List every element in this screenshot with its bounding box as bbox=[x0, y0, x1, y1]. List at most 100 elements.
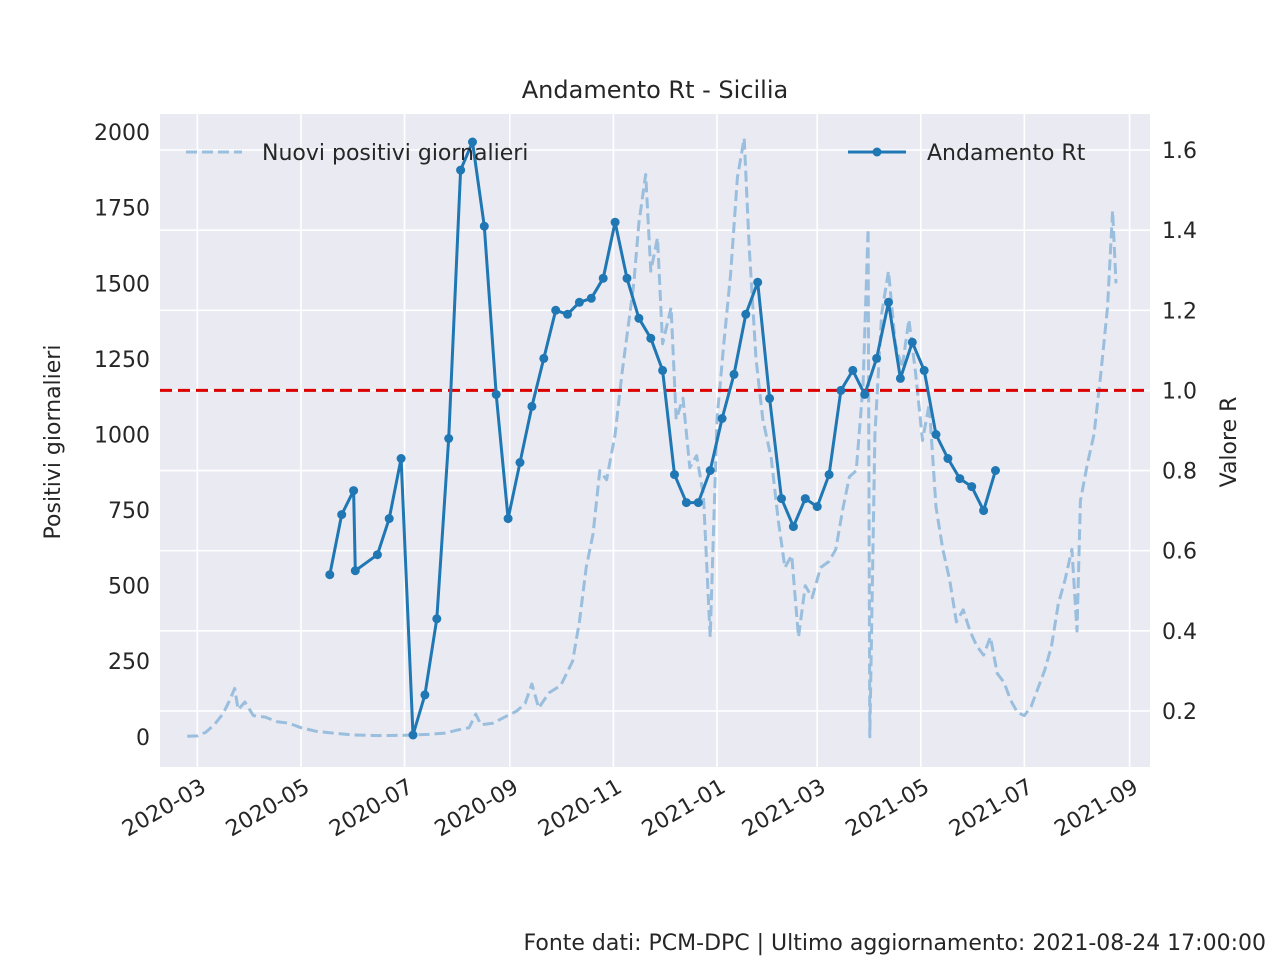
left-tick-label: 0 bbox=[136, 726, 150, 751]
x-tick-label: 2020-05 bbox=[222, 775, 314, 843]
rt-point bbox=[872, 353, 882, 363]
rt-point bbox=[444, 434, 454, 443]
rt-point bbox=[705, 466, 715, 475]
series-layer bbox=[160, 136, 1150, 740]
legend: Nuovi positivi giornalieri Andamento Rt bbox=[186, 141, 1086, 166]
x-axis: 2020-03 2020-05 2020-07 2020-09 2020-11 2021-… bbox=[118, 775, 1142, 843]
rt-point bbox=[396, 454, 406, 463]
left-tick-label: 250 bbox=[108, 650, 150, 675]
rt-point bbox=[479, 221, 489, 231]
left-tick-label: 2000 bbox=[94, 121, 150, 146]
right-tick-label: 0.4 bbox=[1162, 620, 1197, 645]
x-tick-label: 2021-09 bbox=[1051, 775, 1143, 843]
rt-point bbox=[824, 470, 834, 480]
rt-point bbox=[349, 486, 359, 496]
rt-point bbox=[515, 458, 525, 467]
right-tick-label: 0.6 bbox=[1162, 540, 1197, 565]
rt-point bbox=[468, 137, 477, 147]
rt-point bbox=[527, 401, 537, 411]
rt-point bbox=[408, 730, 418, 740]
x-tick-label: 2021-07 bbox=[945, 775, 1037, 843]
rt-point bbox=[325, 570, 335, 580]
rt-point bbox=[741, 309, 751, 319]
left-tick-label: 1250 bbox=[94, 348, 150, 373]
rt-point bbox=[765, 393, 775, 403]
source-footer: Fonte dati: PCM-DPC | Ultimo aggiornamen… bbox=[524, 931, 1267, 956]
rt-point bbox=[456, 165, 466, 175]
rt-point bbox=[539, 353, 549, 363]
x-tick-label: 2020-03 bbox=[118, 775, 210, 843]
rt-point bbox=[788, 522, 798, 532]
rt-point bbox=[800, 494, 810, 504]
rt-point bbox=[955, 474, 965, 484]
rt-point bbox=[622, 273, 632, 283]
daily-positives-line bbox=[187, 136, 1118, 739]
right-axis-label: Valore R bbox=[1217, 397, 1242, 488]
left-tick-label: 500 bbox=[108, 575, 150, 600]
rt-point bbox=[848, 365, 858, 375]
rt-point bbox=[979, 506, 989, 516]
rt-point bbox=[884, 297, 893, 307]
rt-point bbox=[337, 510, 347, 520]
rt-point bbox=[812, 502, 822, 512]
rt-point bbox=[693, 498, 703, 508]
rt-point bbox=[729, 369, 739, 379]
rt-point bbox=[943, 454, 953, 463]
rt-point bbox=[670, 470, 679, 480]
rt-point bbox=[432, 614, 442, 624]
rt-point bbox=[931, 430, 941, 439]
right-tick-label: 1.0 bbox=[1162, 379, 1197, 404]
rt-point bbox=[777, 494, 786, 504]
left-tick-label: 1500 bbox=[94, 272, 150, 297]
grid-lines bbox=[160, 114, 1150, 767]
plot-area bbox=[160, 114, 1150, 767]
right-tick-label: 1.6 bbox=[1162, 139, 1197, 164]
legend-positives-label: Nuovi positivi giornalieri bbox=[262, 141, 528, 166]
rt-point bbox=[967, 482, 977, 492]
rt-point bbox=[753, 277, 763, 287]
rt-point bbox=[895, 373, 905, 383]
x-tick-label: 2021-01 bbox=[638, 775, 730, 843]
right-tick-label: 1.4 bbox=[1162, 219, 1197, 244]
rt-point bbox=[350, 566, 360, 576]
rt-point bbox=[681, 498, 691, 508]
x-tick-label: 2020-09 bbox=[431, 775, 523, 843]
left-tick-label: 1000 bbox=[94, 423, 150, 448]
rt-point bbox=[598, 273, 608, 283]
rt-point bbox=[586, 293, 596, 303]
rt-point bbox=[384, 514, 394, 524]
rt-point bbox=[610, 217, 620, 227]
rt-point bbox=[551, 305, 561, 315]
right-tick-label: 1.2 bbox=[1162, 299, 1197, 324]
rt-point bbox=[574, 297, 584, 307]
rt-point bbox=[503, 514, 513, 524]
rt-point bbox=[634, 313, 644, 323]
rt-point bbox=[658, 365, 668, 375]
rt-point bbox=[991, 466, 1000, 475]
x-tick-label: 2021-05 bbox=[842, 775, 934, 843]
right-tick-label: 0.2 bbox=[1162, 700, 1197, 725]
legend-rt-marker bbox=[872, 147, 882, 157]
rt-point bbox=[491, 389, 501, 399]
rt-point bbox=[860, 389, 870, 399]
x-tick-label: 2021-03 bbox=[738, 775, 830, 843]
legend-rt-label: Andamento Rt bbox=[927, 141, 1086, 166]
left-axis-label: Positivi giornalieri bbox=[41, 345, 66, 540]
rt-point bbox=[420, 690, 430, 700]
rt-point bbox=[919, 365, 929, 375]
left-tick-label: 1750 bbox=[94, 197, 150, 222]
rt-point bbox=[372, 550, 382, 560]
x-tick-label: 2020-11 bbox=[534, 775, 626, 843]
right-tick-label: 0.8 bbox=[1162, 460, 1197, 485]
left-y-axis: 0 250 500 750 1000 1250 1500 1750 2000 bbox=[94, 121, 150, 751]
rt-point bbox=[563, 309, 572, 319]
left-tick-label: 750 bbox=[108, 499, 150, 524]
right-y-axis: 0.2 0.4 0.6 0.8 1.0 1.2 1.4 1.6 bbox=[1162, 139, 1197, 725]
chart-title: Andamento Rt - Sicilia bbox=[522, 76, 788, 104]
rt-point bbox=[646, 333, 656, 343]
rt-point bbox=[907, 337, 917, 347]
x-tick-label: 2020-07 bbox=[325, 775, 417, 843]
rt-point bbox=[836, 385, 846, 395]
rt-point bbox=[717, 414, 727, 423]
